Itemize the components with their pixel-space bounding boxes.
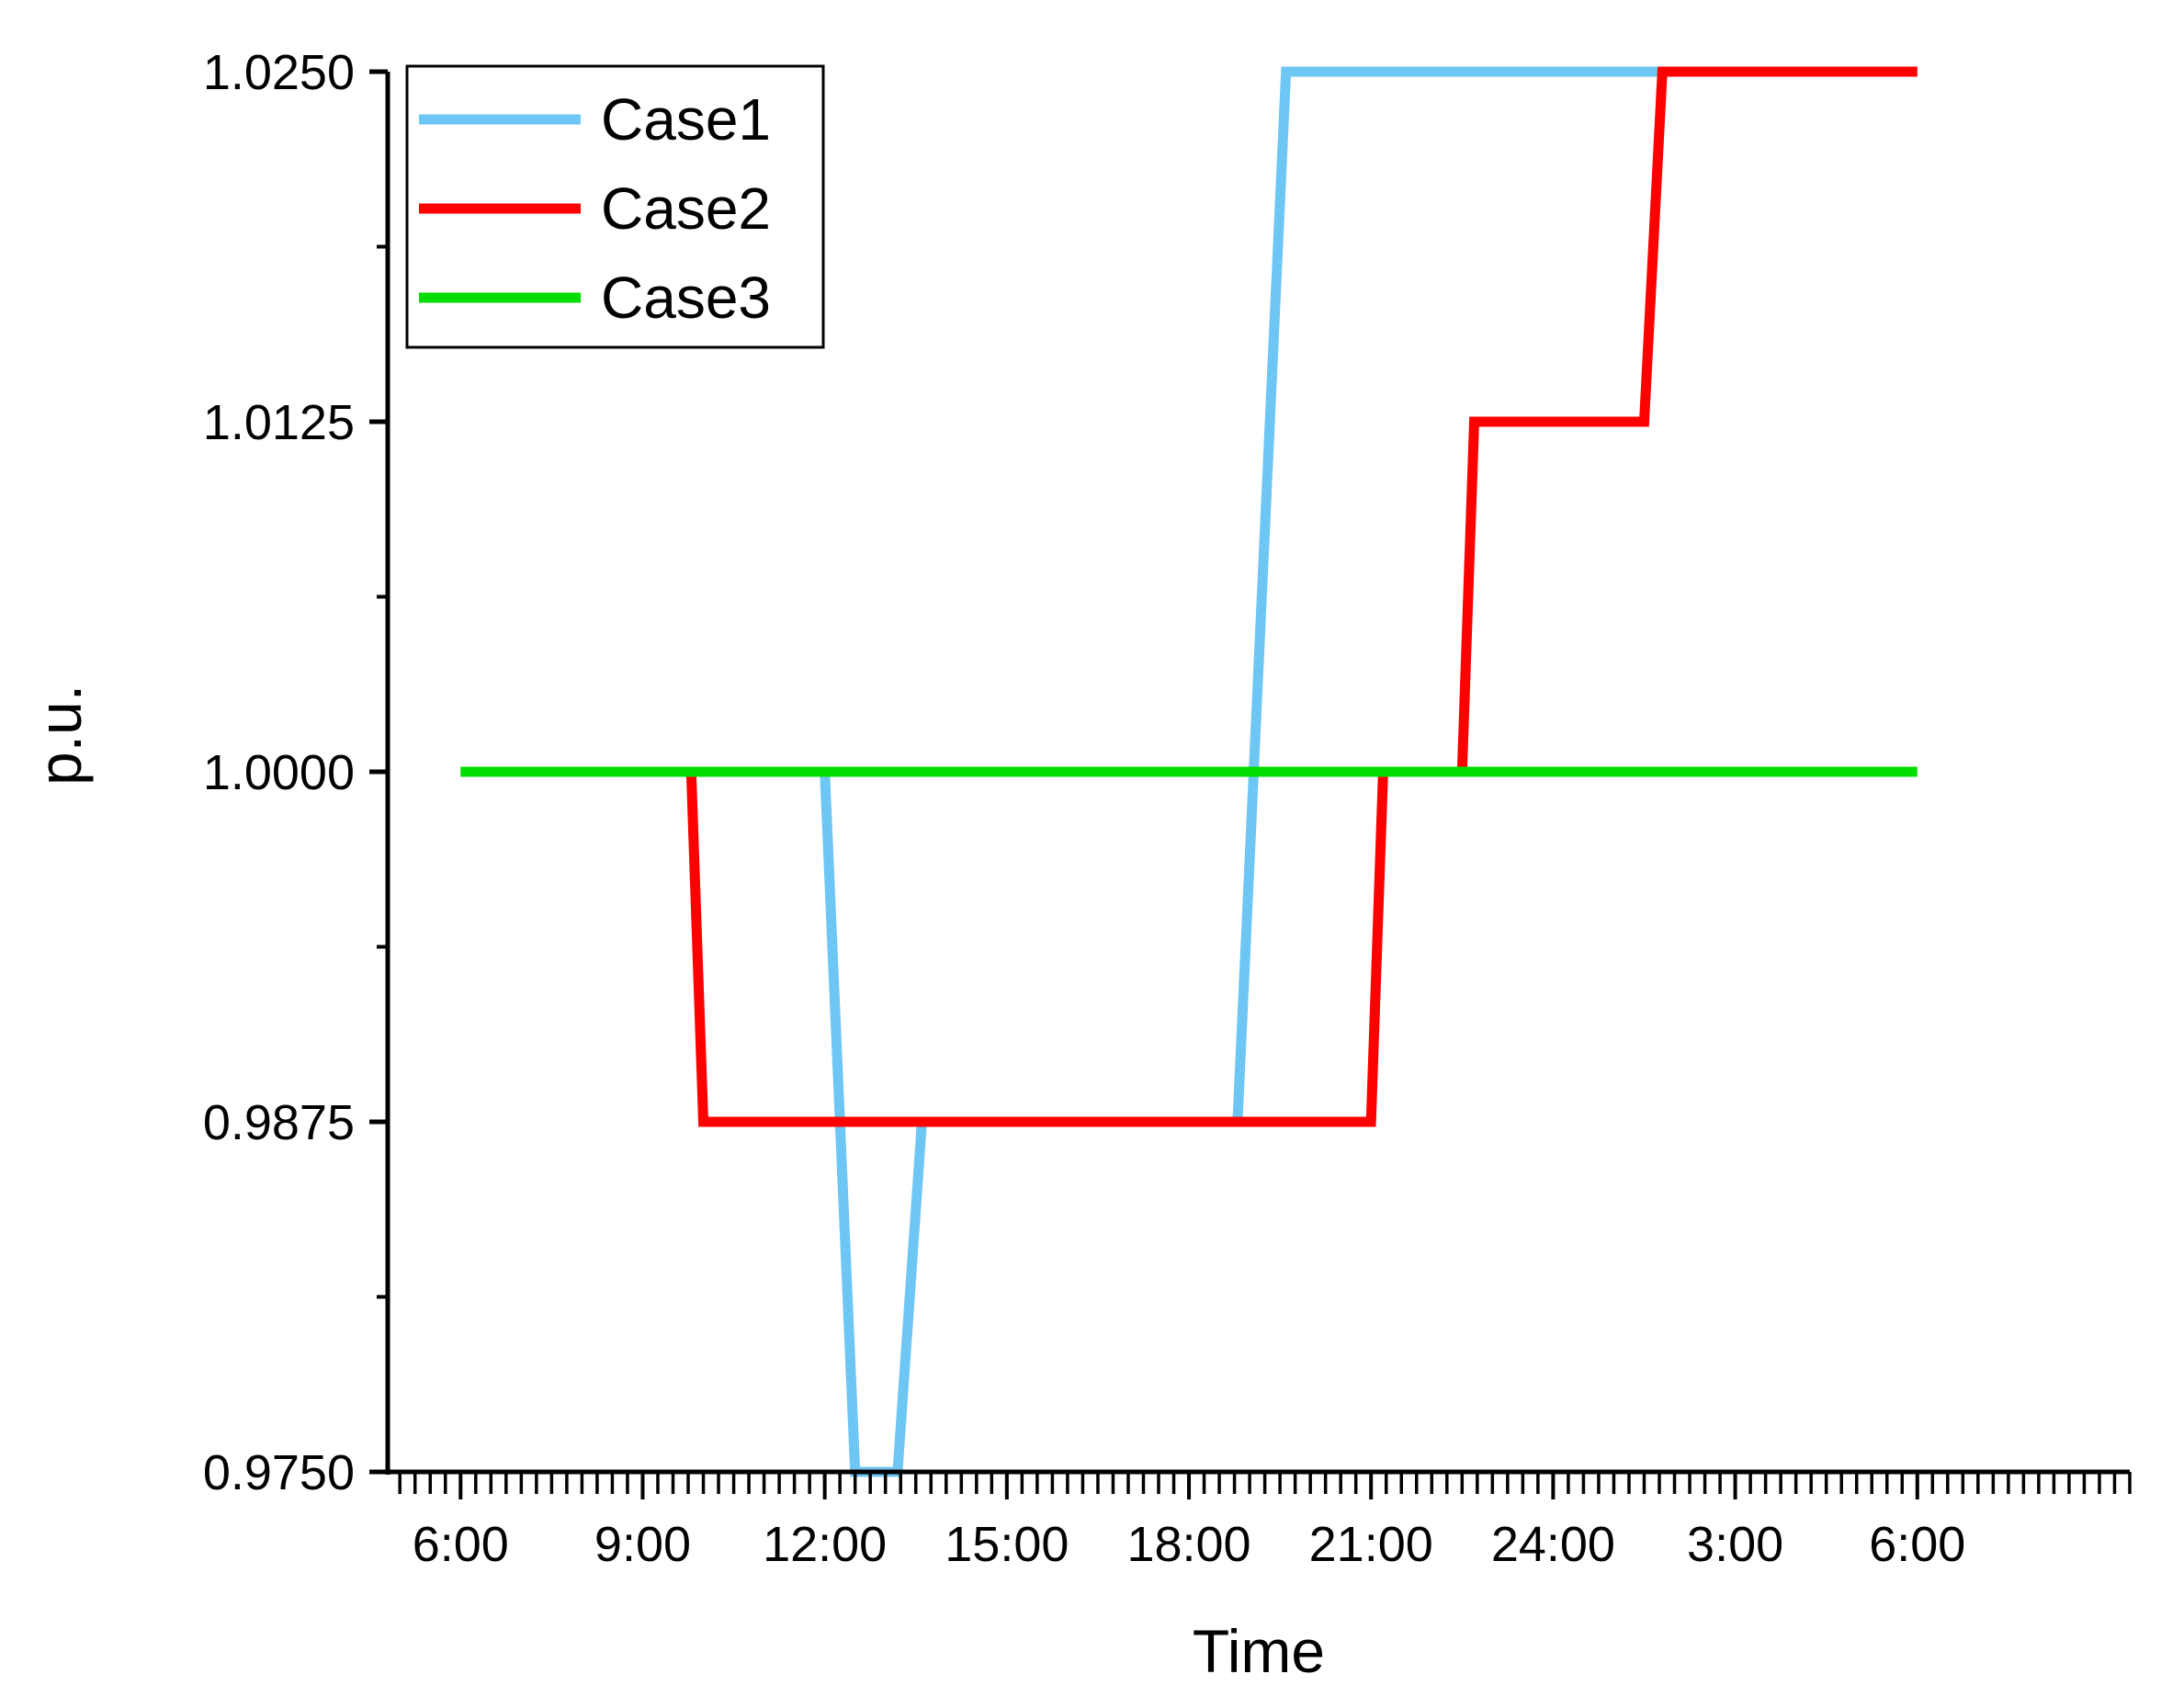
x-tick-label: 9:00 (594, 1517, 691, 1572)
x-tick-label: 12:00 (763, 1517, 887, 1572)
x-axis-title: Time (1193, 1617, 1325, 1685)
x-tick-label: 18:00 (1126, 1517, 1250, 1572)
series-line-2 (685, 66, 1918, 1127)
y-tick-label: 0.9750 (203, 1445, 355, 1500)
y-axis-title: p.u. (26, 684, 94, 786)
axes: 0.9750 0.9875 1.0000 1.0125 1.0250 6:00 9:00 12… (203, 45, 2132, 1572)
legend-label-3: Case3 (601, 265, 771, 331)
y-tick-label: 1.0250 (203, 45, 355, 100)
x-tick-label: 6:00 (413, 1517, 509, 1572)
y-tick-label: 1.0125 (203, 395, 355, 450)
legend: Case1 Case2 Case3 (405, 64, 825, 349)
y-tick-label: 1.0000 (203, 745, 355, 800)
x-tick-label: 3:00 (1687, 1517, 1783, 1572)
legend-label-2: Case2 (601, 175, 771, 242)
x-tick-label: 24:00 (1491, 1517, 1615, 1572)
legend-label-1: Case1 (601, 86, 771, 153)
x-tick-label: 15:00 (945, 1517, 1069, 1572)
y-tick-label: 0.9875 (203, 1095, 355, 1150)
x-tick-label: 6:00 (1869, 1517, 1965, 1572)
x-tick-label: 21:00 (1309, 1517, 1433, 1572)
